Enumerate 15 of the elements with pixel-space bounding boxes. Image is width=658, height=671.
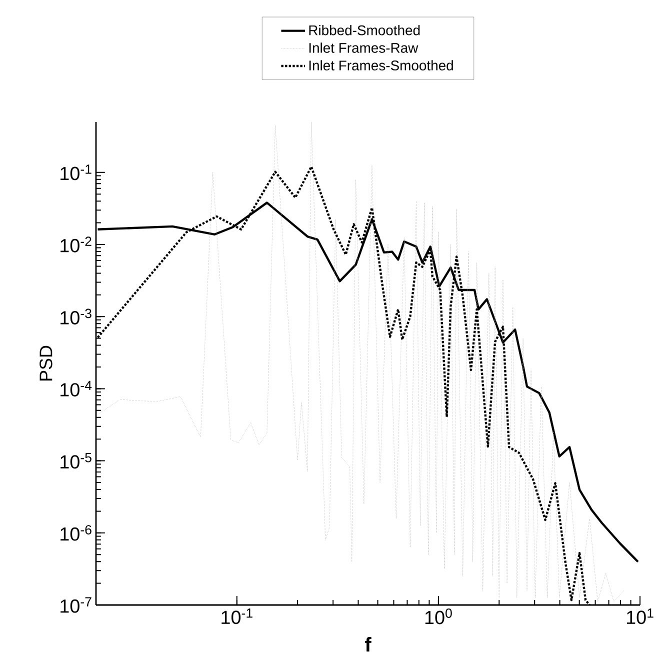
x-axis-title: f: [365, 637, 372, 652]
y-tick-label: 10$^{-3}$: [60, 308, 92, 324]
y-tick-label: 10$^{-7}$: [60, 597, 92, 613]
y-tick-label: 10$^{-1}$: [60, 164, 92, 180]
legend-label: Inlet Frames-Raw: [309, 42, 418, 53]
y-tick-label: 10$^{-6}$: [60, 525, 92, 541]
x-tick-label: 10$^{1}$: [626, 608, 654, 624]
x-tick-label: 10$^{0}$: [425, 608, 452, 624]
y-axis-title: PSD: [40, 346, 52, 380]
y-tick-label: 10$^{-2}$: [60, 236, 92, 252]
y-tick-label: 10$^{-5}$: [60, 453, 92, 469]
x-tick-label: 10$^{-1}$: [222, 608, 252, 624]
y-tick-label: 10$^{-4}$: [60, 380, 92, 396]
legend-label: Ribbed-Smoothed: [309, 25, 420, 36]
legend-label: Inlet Frames-Smoothed: [309, 60, 453, 70]
